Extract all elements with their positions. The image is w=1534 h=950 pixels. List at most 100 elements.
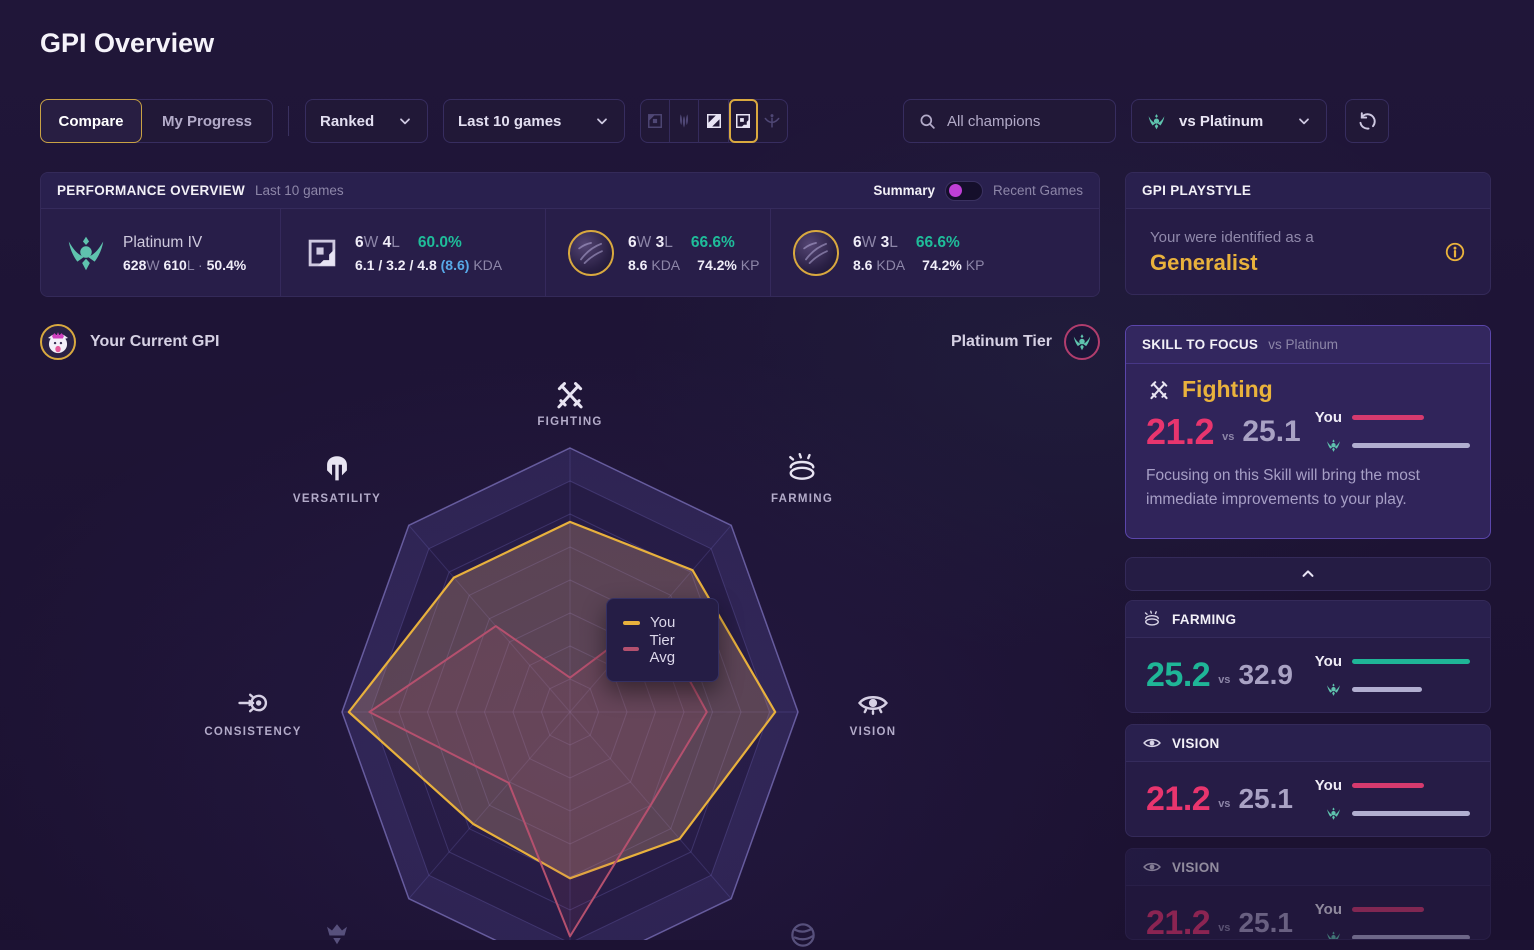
performance-overview-title: PERFORMANCE OVERVIEW (57, 183, 246, 198)
page-title: GPI Overview (40, 28, 215, 58)
role-stats-cell: 6W 4L 60.0% 6.1 / 3.2 / 4.8 (8.6) KDA (281, 209, 546, 296)
tier-skill-bar (1352, 686, 1422, 692)
vision-tier-value: 25.1 (1238, 783, 1293, 814)
tab-my-progress[interactable]: My Progress (161, 112, 253, 130)
bottom-lane-icon (308, 239, 336, 267)
champion-kda-kp: 8.6 KDA 74.2% KP (628, 256, 760, 273)
champion-portrait (568, 230, 614, 276)
you-skill-bar (1352, 782, 1424, 788)
focus-you-value: 21.2 (1146, 410, 1215, 452)
recent-games-toggle-label: Recent Games (992, 183, 1083, 198)
consistency-target-icon (236, 686, 270, 720)
tier-skill-bar (1352, 443, 1470, 448)
rank-record: 628W 610L · 50.4% (123, 256, 247, 273)
champion-stats-cell: 6W 3L 66.6% 8.6 KDA 74.2% KP (771, 209, 1099, 296)
vision-you-value: 21.2 (1146, 779, 1211, 818)
your-current-gpi-row: Your Current GPI (40, 324, 220, 360)
you-bar-label: You (1314, 900, 1342, 918)
you-bar-label: You (1314, 776, 1342, 794)
skill-to-focus-title: SKILL TO FOCUS (1142, 337, 1259, 352)
champion-portrait (793, 230, 839, 276)
champion-record: 6W 3L 66.6% (853, 233, 960, 251)
platinum-emblem-icon (1148, 113, 1165, 129)
user-avatar (40, 324, 76, 360)
gpi-playstyle-panel: GPI PLAYSTYLE Your were identified as a … (1125, 172, 1491, 295)
champion-record: 6W 3L 66.6% (628, 233, 735, 251)
tier-emblem-wrap (1308, 929, 1342, 939)
platinum-emblem-icon (68, 236, 104, 271)
champion-art (803, 242, 828, 264)
skill-to-focus-panel: SKILL TO FOCUS vs Platinum Fighting 21.2… (1125, 325, 1491, 539)
chevron-up-icon (1302, 570, 1314, 577)
playstyle-intro-text: Your were identified as a (1150, 228, 1314, 246)
role-kda: 6.1 / 3.2 / 4.8 (8.6) KDA (355, 256, 503, 273)
mid-lane-icon (706, 114, 721, 128)
focus-tier-value: 25.1 (1242, 414, 1301, 448)
you-skill-bar (1352, 906, 1424, 912)
role-jungle-button[interactable] (670, 99, 700, 143)
vision-skill-panel: VISION 21.2 vs 25.1 You (1125, 848, 1491, 940)
queue-dropdown-label: Ranked (320, 112, 375, 130)
bottom-right-axis-icon (788, 920, 818, 950)
farming-coins-icon (784, 450, 820, 486)
vision-panel-body: 21.2 vs 25.1 You (1126, 762, 1490, 836)
collapse-skills-button[interactable] (1125, 557, 1491, 591)
tier-skill-bar (1352, 934, 1470, 939)
queue-dropdown[interactable]: Ranked (305, 99, 428, 143)
axis-label-versatility: VERSATILITY (292, 493, 382, 505)
role-bottom-button[interactable] (728, 99, 758, 143)
tier-emblem-wrap (1308, 437, 1342, 454)
tab-compare[interactable]: Compare (40, 99, 142, 143)
vision-panel-body: 21.2 vs 25.1 You (1126, 886, 1490, 939)
rank-summary-cell: Platinum IV 628W 610L · 50.4% (41, 209, 281, 296)
chevron-down-icon (400, 118, 410, 125)
tier-avg-series-swatch (623, 647, 640, 651)
vision-panel-title: VISION (1172, 859, 1220, 875)
compare-tier-dropdown[interactable]: vs Platinum (1131, 99, 1327, 143)
rank-tier-label: Platinum IV (123, 233, 203, 251)
gpi-playstyle-body: Your were identified as a Generalist (1126, 209, 1490, 294)
farming-vs-label: vs (1218, 674, 1231, 686)
toggle-knob (948, 184, 962, 197)
top-lane-icon (648, 114, 663, 128)
champion-search[interactable]: All champions (903, 99, 1116, 143)
role-support-button[interactable] (758, 99, 787, 143)
chevron-down-icon (1299, 118, 1309, 125)
platinum-emblem-icon (1327, 682, 1340, 696)
skill-to-focus-subtitle: vs Platinum (1268, 337, 1338, 352)
farming-panel-header: FARMING (1126, 601, 1490, 638)
games-count-dropdown[interactable]: Last 10 games (443, 99, 625, 143)
axis-label-consistency: CONSISTENCY (204, 726, 302, 738)
playstyle-value: Generalist (1150, 249, 1258, 275)
tier-bar-row (1308, 437, 1470, 454)
gpi-playstyle-title: GPI PLAYSTYLE (1142, 183, 1252, 198)
games-count-dropdown-label: Last 10 games (458, 112, 562, 130)
summary-recent-toggle[interactable] (944, 180, 983, 201)
focus-vs-label: vs (1222, 430, 1235, 443)
performance-overview-subtitle: Last 10 games (255, 183, 344, 198)
search-icon (920, 114, 935, 129)
bottom-lane-icon (736, 114, 751, 128)
skill-to-focus-header: SKILL TO FOCUS vs Platinum (1126, 326, 1490, 364)
skill-to-focus-body: Fighting 21.2 vs 25.1 You (1126, 364, 1490, 512)
vision-skill-panel: VISION 21.2 vs 25.1 You (1125, 724, 1491, 837)
platinum-emblem-icon (1327, 806, 1340, 820)
role-mid-button[interactable] (699, 99, 729, 143)
refresh-button[interactable] (1345, 99, 1389, 143)
focus-description: Focusing on this Skill will bring the mo… (1146, 467, 1420, 509)
farming-skill-panel: FARMING 25.2 vs 32.9 You (1125, 600, 1491, 713)
you-bar-label: You (1314, 409, 1342, 426)
role-top-button[interactable] (641, 99, 671, 143)
you-bar-label: You (1314, 652, 1342, 670)
legend-you-label: You (650, 614, 676, 631)
jungle-icon (680, 114, 689, 128)
champion-search-placeholder: All champions (947, 112, 1041, 130)
fighting-swords-icon (1150, 380, 1168, 399)
vision-tier-value: 25.1 (1238, 907, 1293, 938)
fighting-swords-icon (551, 376, 589, 414)
legend-tier-avg-label: Tier Avg (649, 632, 676, 666)
info-icon[interactable] (1444, 241, 1466, 263)
you-bar-row: You (1308, 409, 1470, 426)
tier-emblem-wrap (1308, 681, 1342, 698)
